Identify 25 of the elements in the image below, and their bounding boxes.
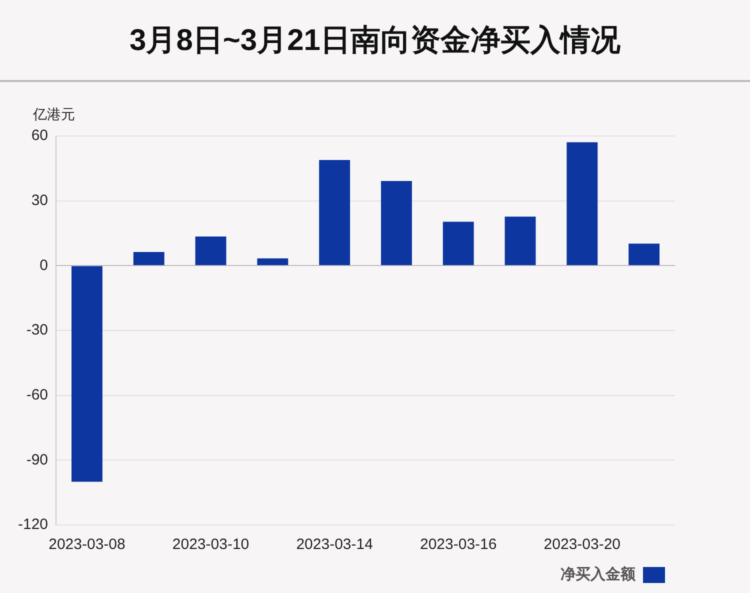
bar bbox=[71, 266, 102, 482]
bar bbox=[195, 236, 226, 266]
bar bbox=[257, 258, 288, 266]
y-tick-label: -30 bbox=[26, 322, 48, 339]
y-tick-label: -90 bbox=[26, 451, 48, 468]
bar bbox=[566, 142, 598, 266]
bar bbox=[133, 252, 164, 266]
bar bbox=[504, 216, 536, 266]
x-tick-label: 2023-03-14 bbox=[296, 536, 373, 554]
x-tick-label: 2023-03-08 bbox=[48, 536, 126, 554]
chart-title: 3月8日~3月21日南向资金净买入情况 bbox=[0, 0, 750, 82]
x-tick-label: 2023-03-20 bbox=[544, 536, 621, 554]
legend-label: 净买入金额 bbox=[560, 565, 636, 584]
y-tick-label: -60 bbox=[26, 386, 48, 404]
x-tick-label: 2023-03-16 bbox=[420, 536, 497, 554]
y-tick-label: 0 bbox=[40, 256, 48, 274]
y-tick-label: -120 bbox=[18, 516, 48, 534]
bar bbox=[628, 244, 660, 266]
bar bbox=[380, 180, 412, 266]
x-tick-label: 2023-03-10 bbox=[172, 536, 250, 554]
y-tick-label: 60 bbox=[31, 127, 48, 144]
y-axis-title: 亿港元 bbox=[32, 106, 76, 122]
bar bbox=[442, 222, 474, 266]
bar bbox=[319, 160, 350, 266]
y-tick-label: 30 bbox=[31, 192, 48, 209]
